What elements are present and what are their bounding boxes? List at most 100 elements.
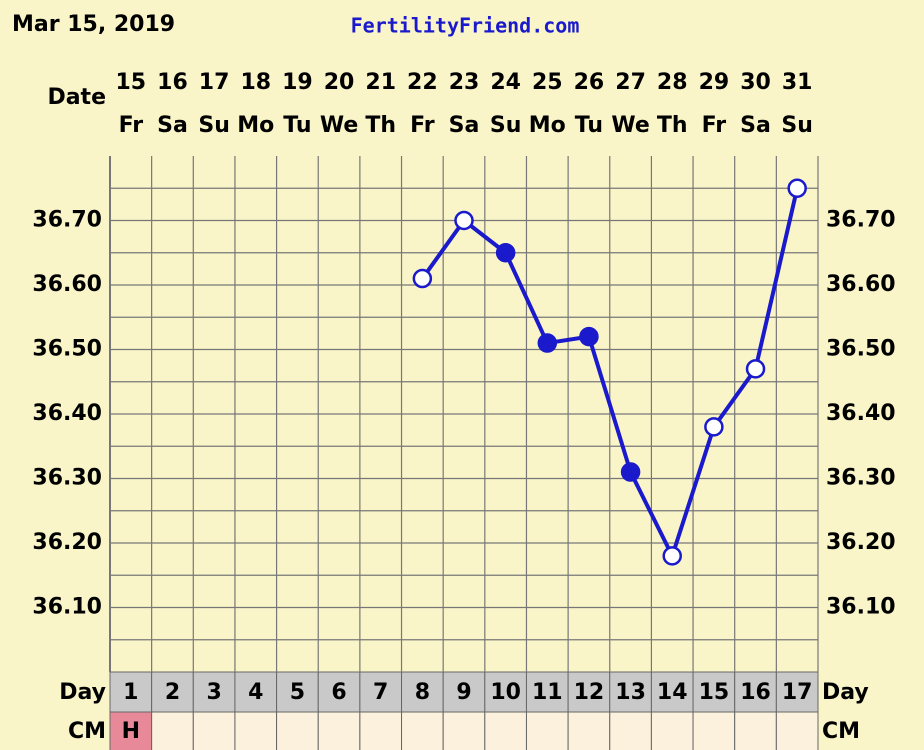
temperature-point	[620, 462, 641, 482]
cm-label: CM	[68, 719, 106, 744]
date-number: 15	[116, 70, 147, 95]
cm-cell	[109, 711, 153, 750]
y2-tick-label: 36.10	[826, 595, 896, 620]
date-number: 24	[490, 70, 521, 95]
cm-value: H	[122, 719, 140, 744]
date-number: 30	[740, 70, 771, 95]
cm-cell	[359, 711, 403, 750]
weekday: Mo	[237, 113, 274, 138]
weekday: We	[320, 113, 358, 138]
y-tick-label: 36.50	[32, 337, 102, 362]
day-number: 7	[373, 680, 388, 705]
day-label-right: Day	[822, 680, 869, 705]
site-name: FertilityFriend.com	[351, 14, 580, 38]
cm-cell	[692, 711, 736, 750]
cm-cell	[650, 711, 694, 750]
date-number: 26	[574, 70, 605, 95]
cm-cell	[234, 711, 278, 750]
weekday: Fr	[410, 113, 435, 138]
weekday: Tu	[575, 113, 603, 138]
temperature-point	[745, 359, 766, 379]
date-number: 31	[782, 70, 813, 95]
day-number: 3	[206, 680, 221, 705]
cm-cell	[775, 711, 819, 750]
weekday: Su	[781, 113, 813, 138]
date-number: 18	[240, 70, 271, 95]
cm-cell	[317, 711, 361, 750]
day-cell	[276, 671, 319, 713]
date-number: 25	[532, 70, 563, 95]
weekday: Fr	[119, 113, 144, 138]
y2-tick-label: 36.60	[826, 272, 896, 297]
temperature-point	[454, 210, 474, 231]
weekday: Sa	[157, 113, 188, 138]
weekday: Th	[365, 113, 396, 138]
day-number: 8	[415, 680, 430, 705]
temperature-point	[537, 333, 558, 353]
cm-cell	[151, 711, 194, 750]
y-tick-label: 36.40	[32, 401, 102, 426]
temperature-point	[704, 417, 724, 437]
day-number: 16	[740, 680, 771, 705]
day-label: Day	[59, 680, 106, 705]
y2-tick-label: 36.40	[826, 401, 896, 426]
weekday: Su	[490, 113, 522, 138]
cm-cell	[442, 711, 486, 750]
date-number: 19	[282, 70, 313, 95]
date-number: 17	[199, 70, 230, 95]
day-cell	[109, 671, 153, 713]
chart-title: Mar 15, 2019	[12, 12, 175, 37]
y2-tick-label: 36.30	[826, 466, 896, 491]
y2-tick-label: 36.50	[826, 337, 896, 362]
date-number: 21	[365, 70, 396, 95]
temperature-point	[662, 546, 682, 566]
day-cell	[525, 671, 569, 713]
weekday: Fr	[702, 113, 727, 138]
date-number: 29	[699, 70, 730, 95]
y-tick-label: 36.70	[32, 208, 102, 233]
weekday: Sa	[740, 113, 771, 138]
day-cell	[151, 671, 194, 713]
weekday: Mo	[529, 113, 566, 138]
cm-cell	[484, 711, 527, 750]
date-number: 28	[657, 70, 688, 95]
day-cell	[775, 671, 819, 713]
date-number: 23	[449, 70, 480, 95]
day-cell	[609, 671, 652, 713]
date-label: Date	[47, 85, 106, 110]
date-number: 16	[157, 70, 188, 95]
day-number: 4	[248, 680, 263, 705]
day-number: 13	[615, 680, 646, 705]
temperature-point	[787, 178, 807, 198]
day-number: 10	[490, 680, 521, 705]
y-tick-label: 36.30	[32, 466, 102, 491]
day-number: 11	[532, 680, 563, 705]
day-number: 5	[290, 680, 305, 705]
weekday: We	[611, 113, 649, 138]
weekday: Su	[198, 113, 230, 138]
weekday: Sa	[449, 113, 480, 138]
cm-cell	[276, 711, 319, 750]
day-number: 6	[331, 680, 346, 705]
cm-cell	[192, 711, 236, 750]
day-cell	[192, 671, 236, 713]
day-number: 9	[456, 680, 471, 705]
cm-cell	[734, 711, 777, 750]
day-number: 15	[699, 680, 730, 705]
cm-cell	[609, 711, 652, 750]
day-number: 1	[123, 680, 138, 705]
day-cell	[650, 671, 694, 713]
date-number: 20	[324, 70, 355, 95]
temperature-line	[420, 187, 800, 558]
weekday: Th	[657, 113, 688, 138]
y-tick-label: 36.10	[32, 595, 102, 620]
y2-tick-label: 36.70	[826, 208, 896, 233]
temperature-point	[495, 243, 516, 263]
y2-tick-label: 36.20	[826, 530, 896, 555]
cm-cell	[401, 711, 444, 750]
temperature-point	[412, 268, 433, 289]
cm-cell	[525, 711, 569, 750]
day-cell	[234, 671, 278, 713]
